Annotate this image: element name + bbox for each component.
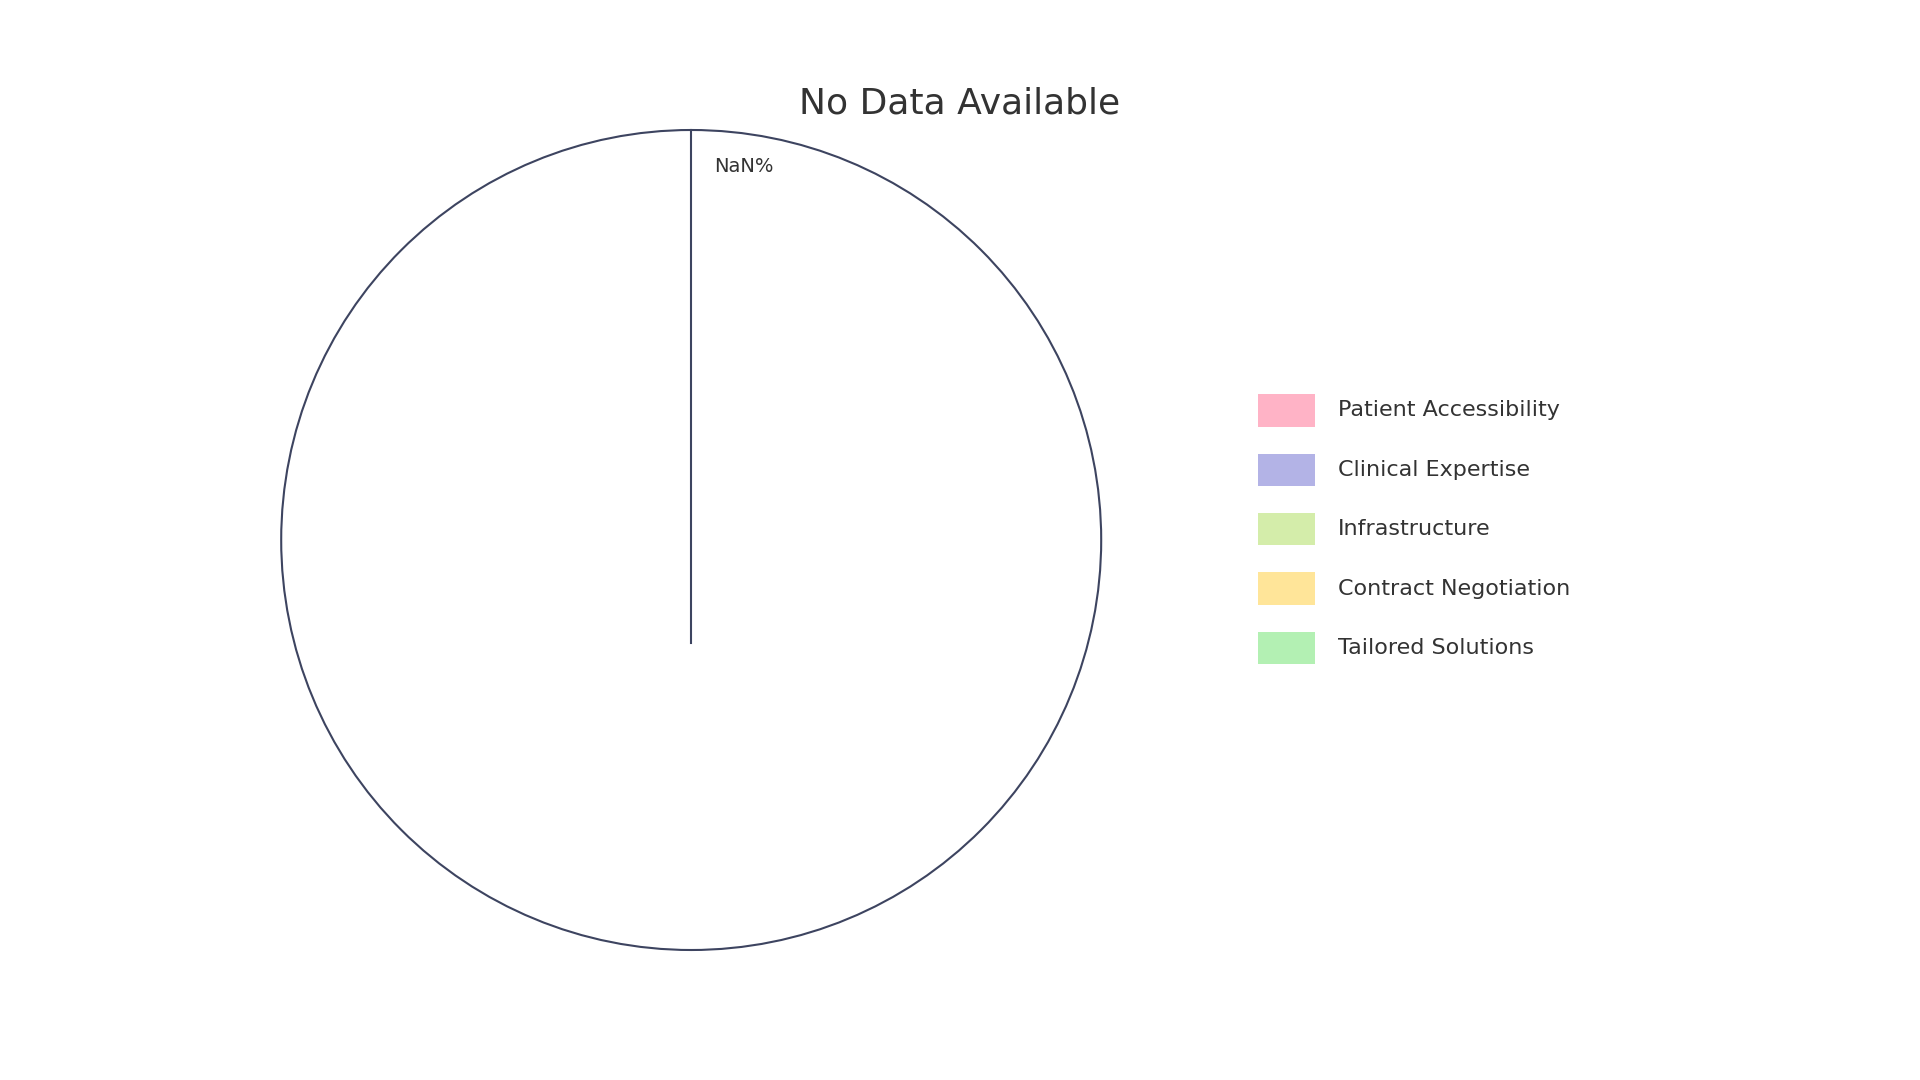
Text: No Data Available: No Data Available xyxy=(799,86,1121,120)
Bar xyxy=(1258,572,1315,605)
Text: Patient Accessibility: Patient Accessibility xyxy=(1338,401,1561,420)
Bar xyxy=(1258,454,1315,486)
Bar xyxy=(1258,632,1315,664)
Bar xyxy=(1258,394,1315,427)
Text: NaN%: NaN% xyxy=(714,157,774,176)
Text: Infrastructure: Infrastructure xyxy=(1338,519,1490,539)
Text: Tailored Solutions: Tailored Solutions xyxy=(1338,638,1534,658)
Bar xyxy=(1258,513,1315,545)
Text: Contract Negotiation: Contract Negotiation xyxy=(1338,579,1571,598)
Text: Clinical Expertise: Clinical Expertise xyxy=(1338,460,1530,480)
